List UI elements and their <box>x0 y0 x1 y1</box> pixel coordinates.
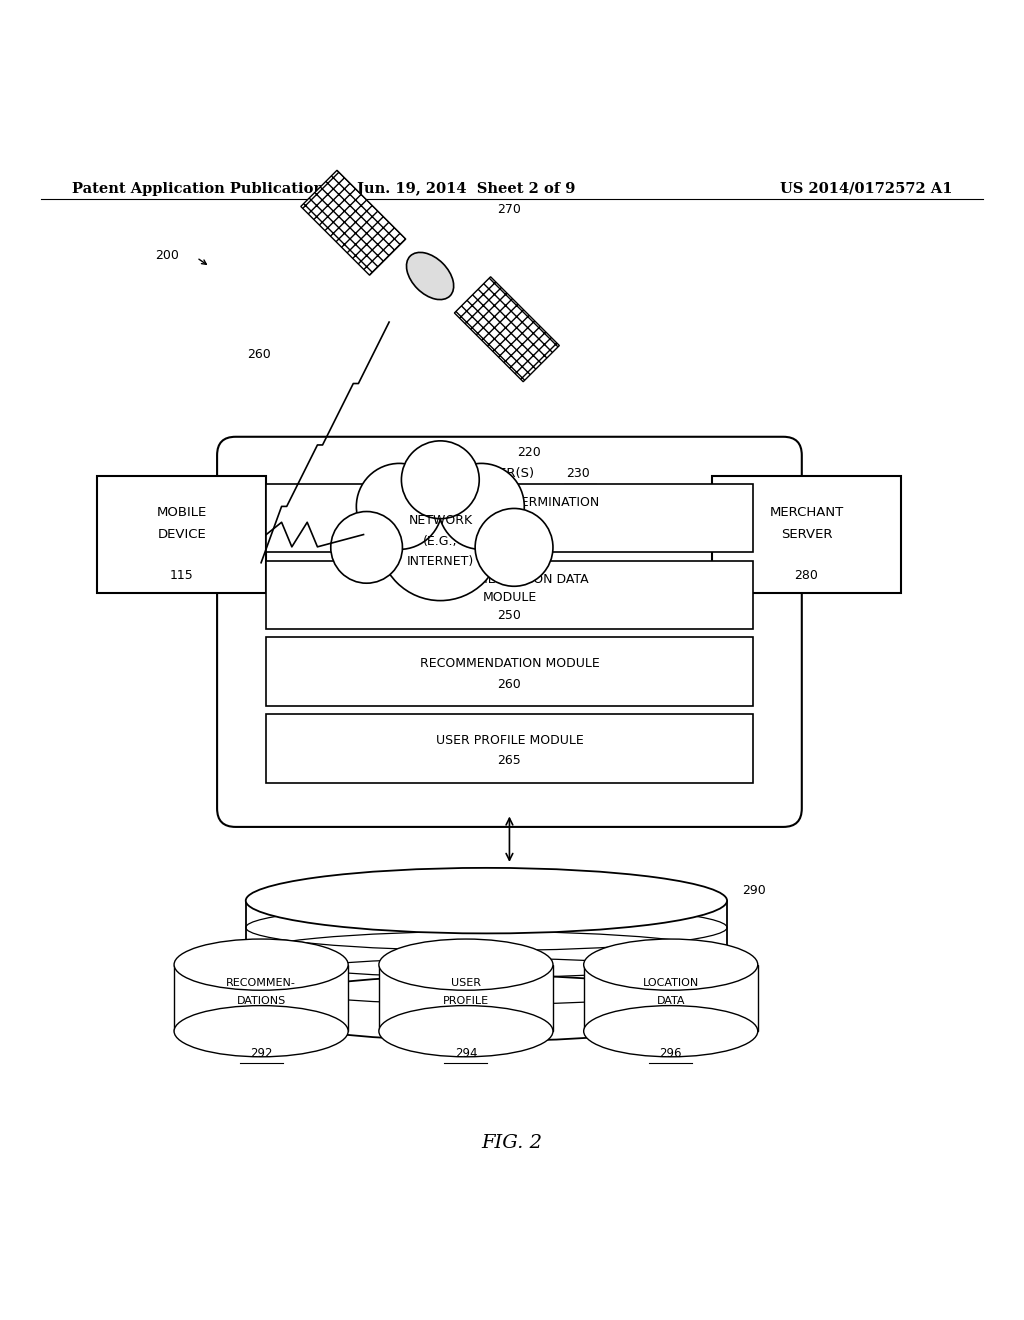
Text: MOBILE: MOBILE <box>157 506 207 519</box>
Text: DATA: DATA <box>656 997 685 1006</box>
Text: MOVEMENT DETERMINATION: MOVEMENT DETERMINATION <box>419 496 600 510</box>
Text: 265: 265 <box>498 754 521 767</box>
Text: 250: 250 <box>498 609 521 622</box>
Text: MODULE: MODULE <box>482 513 537 527</box>
Ellipse shape <box>174 939 348 990</box>
Text: 210: 210 <box>303 498 327 511</box>
Ellipse shape <box>174 1006 348 1057</box>
FancyBboxPatch shape <box>217 437 802 826</box>
Text: Jun. 19, 2014  Sheet 2 of 9: Jun. 19, 2014 Sheet 2 of 9 <box>356 182 575 195</box>
Circle shape <box>475 508 553 586</box>
Text: DEVICE: DEVICE <box>158 528 206 541</box>
Text: 292: 292 <box>250 1047 272 1060</box>
Ellipse shape <box>407 252 454 300</box>
Text: 280: 280 <box>795 569 818 582</box>
Text: PROFILE: PROFILE <box>442 997 489 1006</box>
Circle shape <box>331 512 402 583</box>
Text: INTERNET): INTERNET) <box>407 556 474 568</box>
Text: 220: 220 <box>517 446 541 458</box>
Text: 294: 294 <box>455 1047 477 1060</box>
Text: SERVER: SERVER <box>780 528 833 541</box>
Text: 270: 270 <box>497 203 520 216</box>
Polygon shape <box>301 170 406 276</box>
Text: FIG. 2: FIG. 2 <box>481 1134 543 1152</box>
Ellipse shape <box>584 939 758 990</box>
Ellipse shape <box>246 867 727 933</box>
Circle shape <box>438 463 524 549</box>
Text: 290: 290 <box>742 884 766 896</box>
Text: RECOMMENDATION MODULE: RECOMMENDATION MODULE <box>420 657 599 671</box>
Text: NETWORK: NETWORK <box>409 515 472 527</box>
Circle shape <box>356 463 442 549</box>
Text: MERCHANT: MERCHANT <box>769 506 844 519</box>
Text: 115: 115 <box>170 569 194 582</box>
Text: RECOMMENDATION DATA: RECOMMENDATION DATA <box>431 573 588 586</box>
Bar <box>266 561 753 630</box>
Bar <box>97 475 266 594</box>
Ellipse shape <box>379 939 553 990</box>
Text: 230: 230 <box>566 467 590 480</box>
Text: 260: 260 <box>248 348 271 362</box>
Text: 200: 200 <box>156 249 179 261</box>
Circle shape <box>401 441 479 519</box>
Ellipse shape <box>584 1006 758 1057</box>
Text: USER: USER <box>451 978 481 987</box>
Ellipse shape <box>246 975 727 1041</box>
Polygon shape <box>246 900 727 1008</box>
Polygon shape <box>379 965 553 1031</box>
Bar <box>712 475 901 594</box>
Text: USER PROFILE MODULE: USER PROFILE MODULE <box>435 734 584 747</box>
Circle shape <box>379 478 502 601</box>
Text: 240: 240 <box>498 532 521 545</box>
Text: LOCATION: LOCATION <box>643 978 698 987</box>
Ellipse shape <box>379 1006 553 1057</box>
Text: 260: 260 <box>498 677 521 690</box>
Text: (E.G.,: (E.G., <box>423 535 458 548</box>
Text: US 2014/0172572 A1: US 2014/0172572 A1 <box>780 182 952 195</box>
Text: MODULE: MODULE <box>482 590 537 603</box>
Polygon shape <box>455 277 559 381</box>
Bar <box>266 484 753 553</box>
Text: RECOMMEN-: RECOMMEN- <box>226 978 296 987</box>
Text: 296: 296 <box>659 1047 682 1060</box>
Polygon shape <box>584 965 758 1031</box>
Bar <box>266 714 753 783</box>
Text: DATIONS: DATIONS <box>237 997 286 1006</box>
Polygon shape <box>174 965 348 1031</box>
Text: SERVER(S): SERVER(S) <box>464 467 535 480</box>
Bar <box>266 638 753 706</box>
Text: Patent Application Publication: Patent Application Publication <box>72 182 324 195</box>
